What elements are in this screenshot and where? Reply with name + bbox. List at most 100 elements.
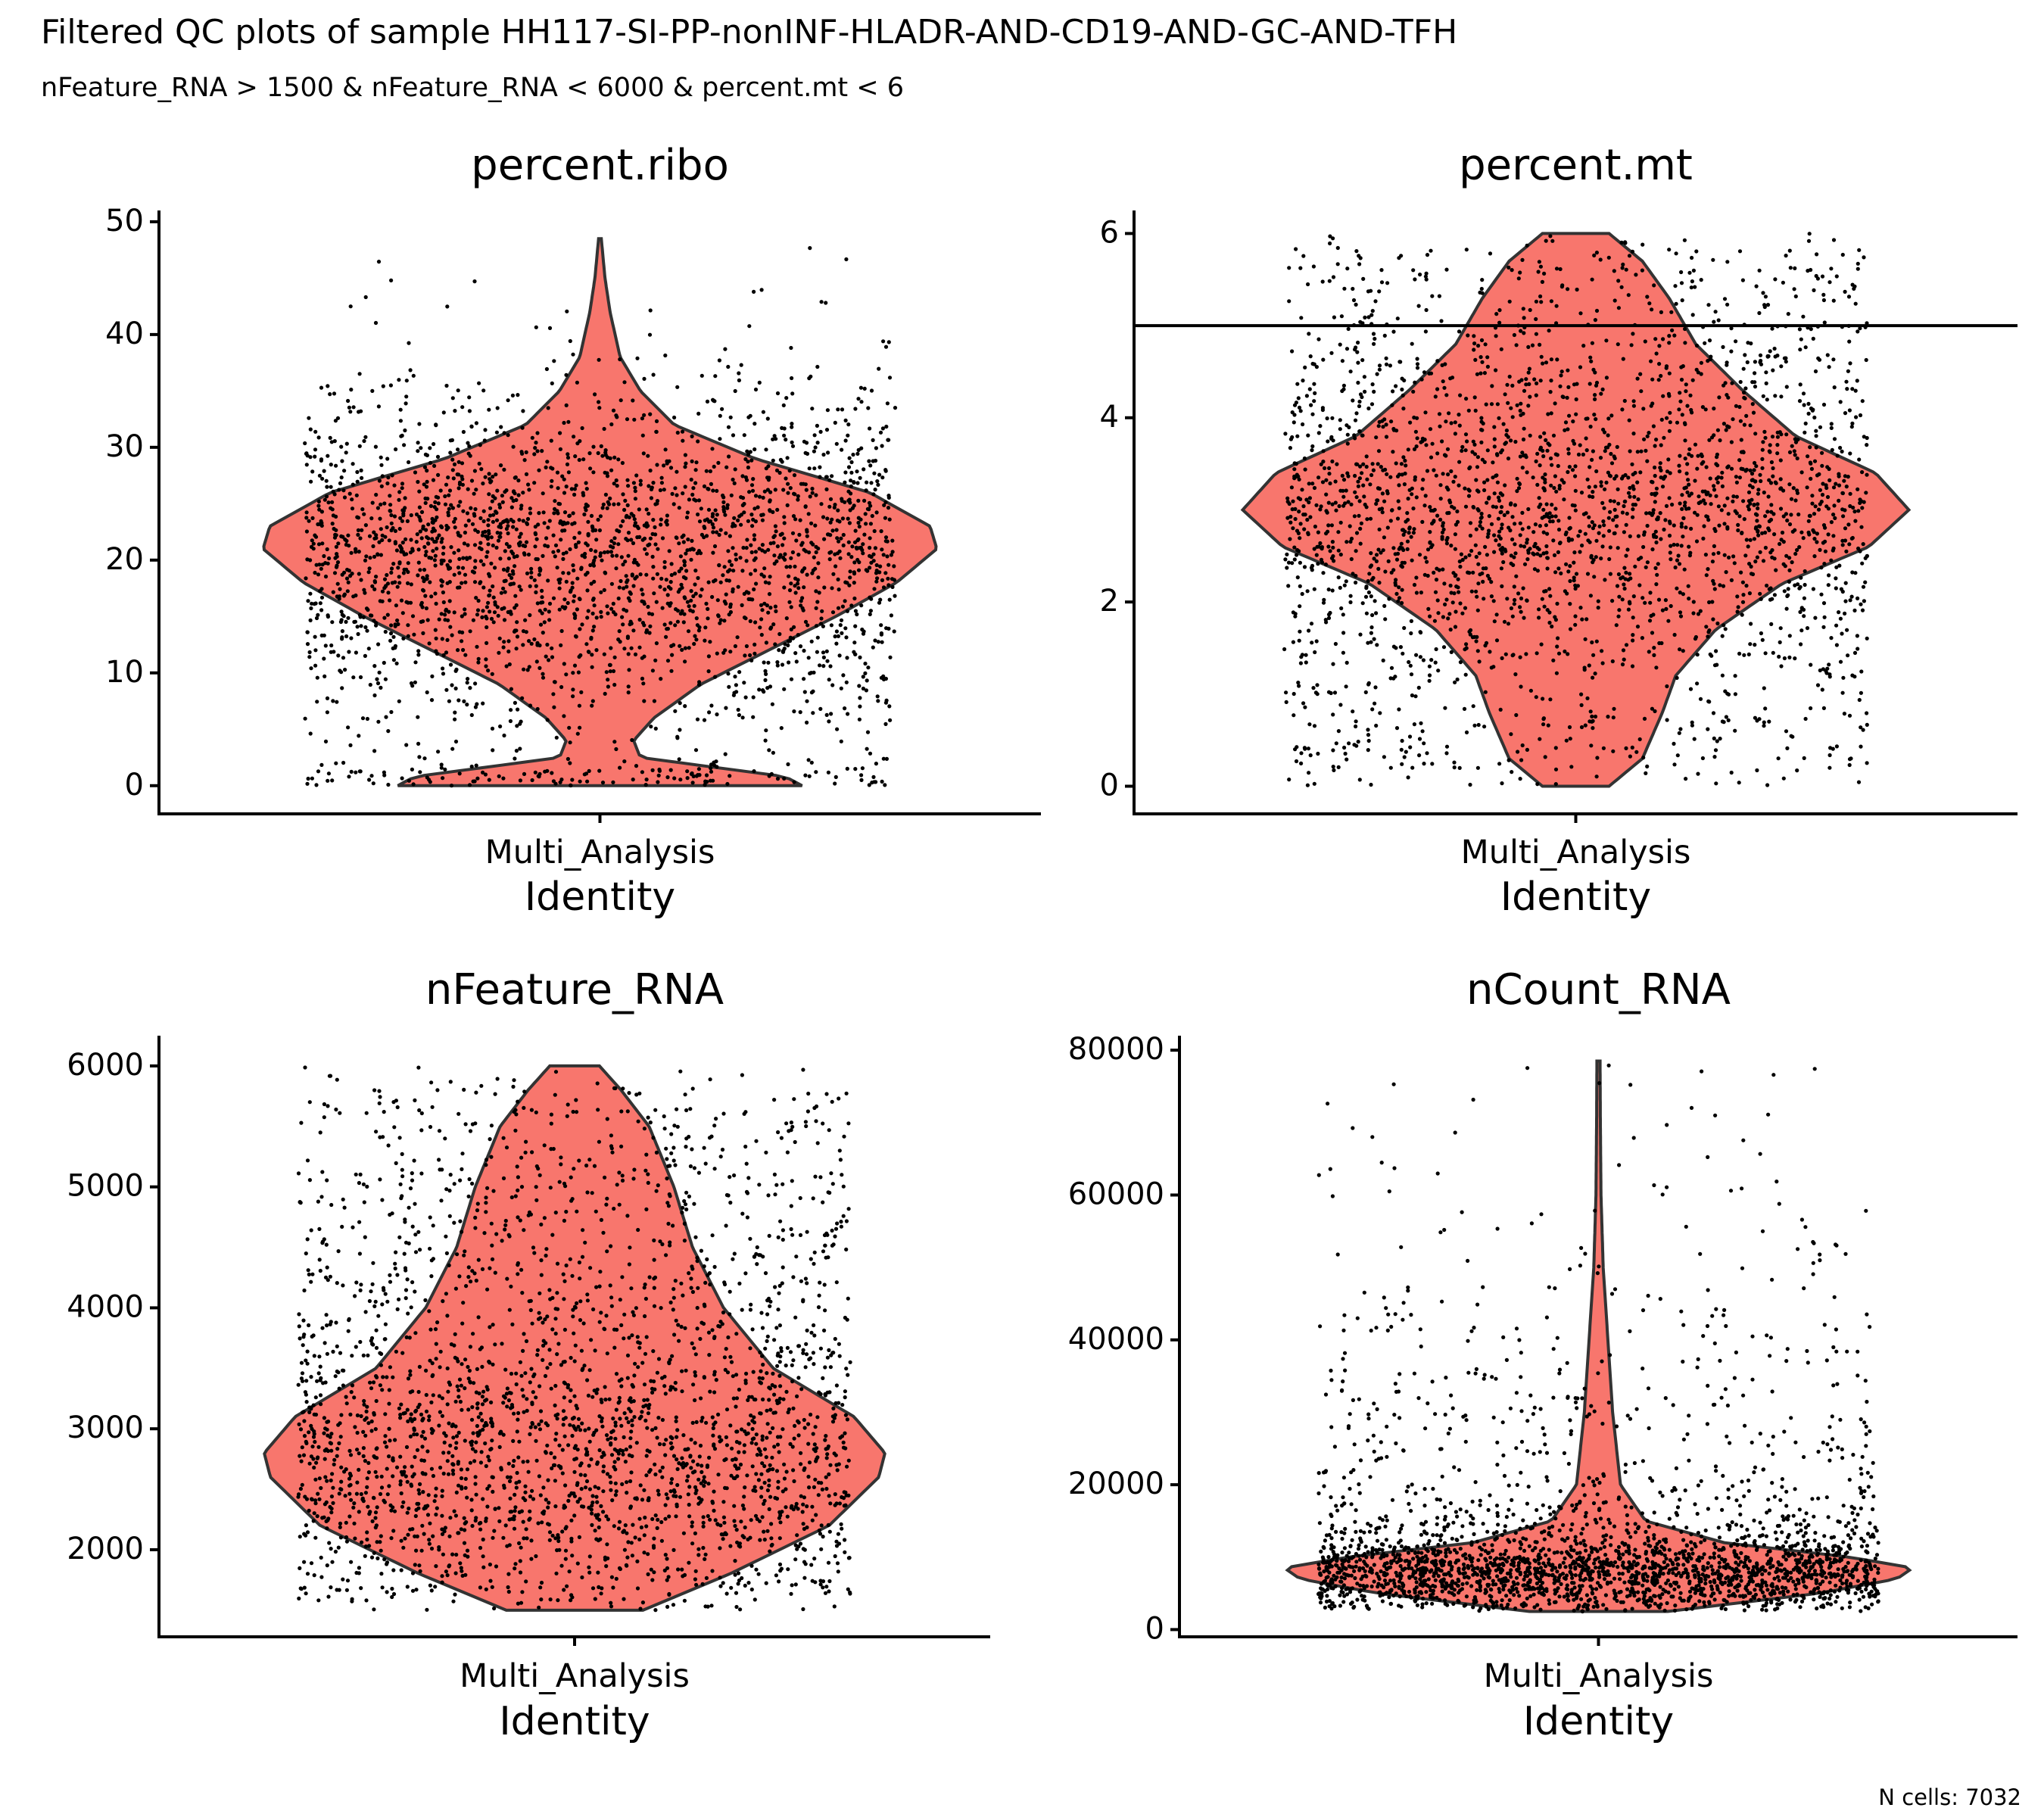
data-point bbox=[1824, 485, 1829, 491]
data-point bbox=[1307, 771, 1311, 775]
data-point bbox=[1709, 435, 1715, 440]
data-point bbox=[1590, 457, 1594, 463]
data-point bbox=[355, 479, 360, 484]
data-point bbox=[637, 617, 642, 622]
data-point bbox=[408, 368, 413, 372]
data-point bbox=[1355, 350, 1360, 354]
data-point bbox=[1549, 379, 1553, 383]
data-point bbox=[1703, 553, 1708, 557]
data-point bbox=[428, 580, 432, 584]
data-point bbox=[519, 719, 523, 724]
data-point bbox=[503, 590, 507, 594]
data-point bbox=[1344, 660, 1349, 665]
data-point bbox=[1681, 592, 1685, 597]
data-point bbox=[1391, 568, 1396, 572]
data-point bbox=[521, 629, 526, 634]
data-point bbox=[602, 550, 607, 555]
data-point bbox=[1663, 518, 1668, 522]
data-point bbox=[564, 372, 569, 377]
data-point bbox=[879, 529, 883, 534]
data-point bbox=[376, 404, 381, 409]
data-point bbox=[684, 569, 689, 573]
data-point bbox=[1821, 625, 1826, 629]
data-point bbox=[1528, 394, 1532, 399]
data-point bbox=[682, 559, 687, 564]
data-point bbox=[1792, 287, 1796, 291]
data-point bbox=[1838, 445, 1843, 450]
data-point bbox=[722, 619, 727, 623]
data-point bbox=[529, 575, 534, 580]
data-point bbox=[1769, 460, 1774, 465]
data-point bbox=[625, 513, 629, 518]
data-point bbox=[650, 531, 655, 537]
data-point bbox=[395, 618, 400, 623]
data-point bbox=[629, 512, 634, 516]
data-point bbox=[1793, 294, 1798, 299]
data-point bbox=[1775, 443, 1780, 447]
data-point bbox=[1734, 511, 1739, 516]
data-point bbox=[1759, 478, 1763, 484]
data-point bbox=[332, 492, 337, 497]
data-point bbox=[1552, 553, 1557, 558]
data-point bbox=[716, 460, 721, 466]
data-point bbox=[653, 525, 657, 530]
data-point bbox=[691, 594, 696, 599]
data-point bbox=[456, 460, 461, 464]
data-point bbox=[1445, 447, 1450, 451]
data-point bbox=[1710, 559, 1715, 564]
data-point bbox=[1641, 756, 1646, 760]
data-point bbox=[463, 612, 467, 616]
data-point bbox=[662, 565, 667, 570]
data-point bbox=[1401, 651, 1405, 656]
data-point bbox=[1712, 319, 1716, 324]
data-point bbox=[349, 550, 354, 555]
data-point bbox=[1659, 373, 1663, 379]
data-point bbox=[803, 773, 808, 778]
data-point bbox=[1539, 642, 1544, 647]
data-point bbox=[335, 560, 341, 565]
data-point bbox=[1429, 371, 1434, 376]
data-point bbox=[434, 649, 438, 653]
data-point bbox=[603, 571, 608, 575]
data-point bbox=[1617, 608, 1622, 612]
data-point bbox=[522, 771, 527, 776]
data-point bbox=[374, 492, 379, 497]
data-point bbox=[1746, 507, 1751, 512]
data-point bbox=[335, 594, 340, 599]
data-point bbox=[447, 609, 451, 614]
data-point bbox=[1630, 664, 1635, 669]
data-point bbox=[1590, 520, 1594, 525]
data-point bbox=[644, 552, 650, 556]
data-point bbox=[380, 538, 385, 543]
data-point bbox=[1448, 628, 1453, 632]
data-point bbox=[1695, 681, 1700, 686]
data-point bbox=[827, 678, 831, 682]
data-point bbox=[394, 661, 399, 665]
data-point bbox=[1544, 523, 1548, 528]
data-point bbox=[360, 507, 365, 512]
data-point bbox=[1329, 435, 1334, 440]
data-point bbox=[1669, 310, 1674, 314]
data-point bbox=[731, 433, 736, 438]
data-point bbox=[827, 557, 832, 562]
data-point bbox=[1353, 418, 1358, 422]
data-point bbox=[421, 575, 425, 580]
data-point bbox=[1826, 583, 1831, 587]
data-point bbox=[447, 599, 452, 603]
data-point bbox=[1303, 746, 1307, 751]
data-point bbox=[1787, 634, 1792, 638]
data-point bbox=[1818, 488, 1822, 492]
data-point bbox=[534, 441, 538, 445]
data-point bbox=[808, 246, 812, 251]
data-point bbox=[1292, 691, 1296, 697]
data-point bbox=[1604, 480, 1609, 485]
data-point bbox=[1856, 780, 1862, 784]
data-point bbox=[771, 458, 775, 463]
data-point bbox=[1427, 678, 1432, 683]
data-point bbox=[449, 545, 453, 550]
data-point bbox=[342, 495, 347, 500]
data-point bbox=[1435, 513, 1440, 518]
data-point bbox=[1769, 503, 1774, 507]
data-point bbox=[1857, 248, 1862, 252]
data-point bbox=[751, 715, 756, 719]
